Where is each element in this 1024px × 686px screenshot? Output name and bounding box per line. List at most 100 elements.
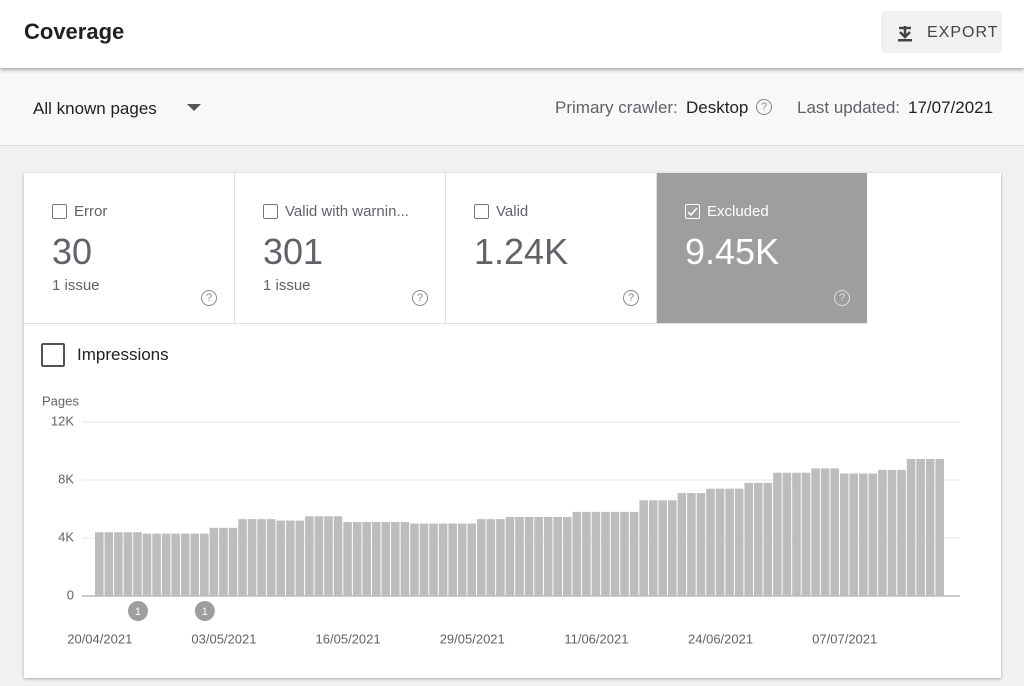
tile-label-text: Valid — [496, 203, 529, 220]
bar — [295, 520, 305, 596]
x-tick-label: 07/07/2021 — [812, 631, 877, 646]
checkbox[interactable] — [52, 204, 67, 219]
crawler: Desktop — [686, 98, 749, 117]
bar — [114, 532, 123, 596]
bar — [849, 473, 859, 596]
bar — [190, 533, 200, 596]
y-tick-label: 0 — [67, 587, 74, 602]
export-label: EXPORT — [927, 24, 999, 41]
bar — [859, 473, 868, 596]
bar — [305, 516, 314, 596]
bar — [801, 472, 811, 596]
tile[interactable]: Valid 1.24K? — [446, 173, 657, 324]
bar — [257, 519, 266, 596]
bar — [878, 469, 887, 596]
bar — [95, 532, 104, 596]
help-icon[interactable]: ? — [201, 290, 217, 306]
bar — [171, 533, 180, 596]
help-icon[interactable]: ? — [756, 99, 772, 115]
bar — [897, 469, 906, 596]
bar — [668, 500, 677, 596]
tile-value: 1.24K — [474, 231, 569, 272]
bar — [133, 532, 142, 596]
bar — [219, 527, 228, 596]
checkbox[interactable] — [263, 204, 278, 219]
tile[interactable]: Excluded 9.45K? — [657, 173, 867, 324]
bar — [314, 516, 324, 596]
filter[interactable]: All known pages — [33, 99, 157, 118]
bar — [811, 468, 820, 596]
bar — [410, 523, 419, 596]
impressions-checkbox[interactable] — [41, 343, 65, 367]
bar — [696, 493, 706, 596]
bar — [104, 532, 114, 596]
bar — [620, 511, 629, 596]
annotation-label: 1 — [202, 606, 208, 618]
bar — [916, 458, 925, 596]
bar — [457, 523, 467, 596]
help-icon[interactable]: ? — [623, 290, 639, 306]
tile-sub: 1 issue — [52, 277, 100, 294]
bar — [725, 488, 734, 596]
bar — [486, 519, 496, 596]
bar — [123, 532, 133, 596]
tile-label: Error — [52, 203, 107, 220]
bar — [543, 516, 553, 596]
updated: 17/07/2021 — [908, 98, 994, 117]
bar — [228, 527, 238, 596]
bar — [715, 488, 725, 596]
tile-sub: 1 issue — [263, 277, 311, 294]
annotation-marker — [194, 601, 215, 621]
bar — [448, 523, 457, 596]
bar — [744, 482, 753, 596]
bar — [887, 469, 897, 596]
export-button[interactable]: EXPORT — [881, 11, 1002, 53]
bar — [677, 493, 687, 596]
updated-label: Last updated: — [797, 98, 901, 117]
bar — [429, 523, 438, 596]
help-icon[interactable]: ? — [412, 290, 428, 306]
bar — [200, 533, 209, 596]
bar — [601, 511, 610, 596]
bar — [467, 523, 477, 596]
checkbox[interactable] — [474, 204, 489, 219]
bar — [381, 522, 391, 596]
header: Coverage EXPORT — [0, 0, 1024, 68]
bar — [839, 473, 849, 596]
bar — [868, 473, 878, 596]
x-tick-label: 20/04/2021 — [67, 631, 132, 646]
tile[interactable]: Valid with warnin... 301 1 issue? — [235, 173, 446, 324]
bar — [238, 519, 247, 596]
tile-value: 9.45K — [685, 231, 780, 272]
bar — [477, 519, 486, 596]
y-axis-label: Pages — [42, 393, 79, 408]
bar — [247, 519, 257, 596]
tile-label-text: Excluded — [707, 203, 769, 220]
bar — [505, 516, 515, 596]
bar — [152, 533, 161, 596]
impressions-label: Impressions — [77, 345, 169, 364]
x-tick-label: 11/06/2021 — [564, 631, 628, 646]
checkbox[interactable] — [685, 204, 700, 219]
bar — [820, 468, 830, 596]
tile[interactable]: Error 30 1 issue? — [24, 173, 235, 324]
bar — [782, 472, 792, 596]
bar — [391, 522, 400, 596]
bar — [935, 458, 944, 596]
tile-value: 301 — [263, 231, 324, 272]
dropdown-arrow[interactable] — [186, 103, 202, 113]
help-icon[interactable]: ? — [834, 290, 850, 306]
bar — [572, 511, 582, 596]
x-tick-label: 16/05/2021 — [316, 631, 381, 646]
bar — [906, 458, 916, 596]
bar — [362, 522, 371, 596]
bar — [706, 488, 715, 596]
bar — [515, 516, 524, 596]
download-icon — [898, 26, 912, 42]
bar — [142, 533, 152, 596]
bar — [524, 516, 534, 596]
x-tick-label: 03/05/2021 — [191, 631, 256, 646]
bar — [343, 522, 352, 596]
bar — [763, 482, 773, 596]
